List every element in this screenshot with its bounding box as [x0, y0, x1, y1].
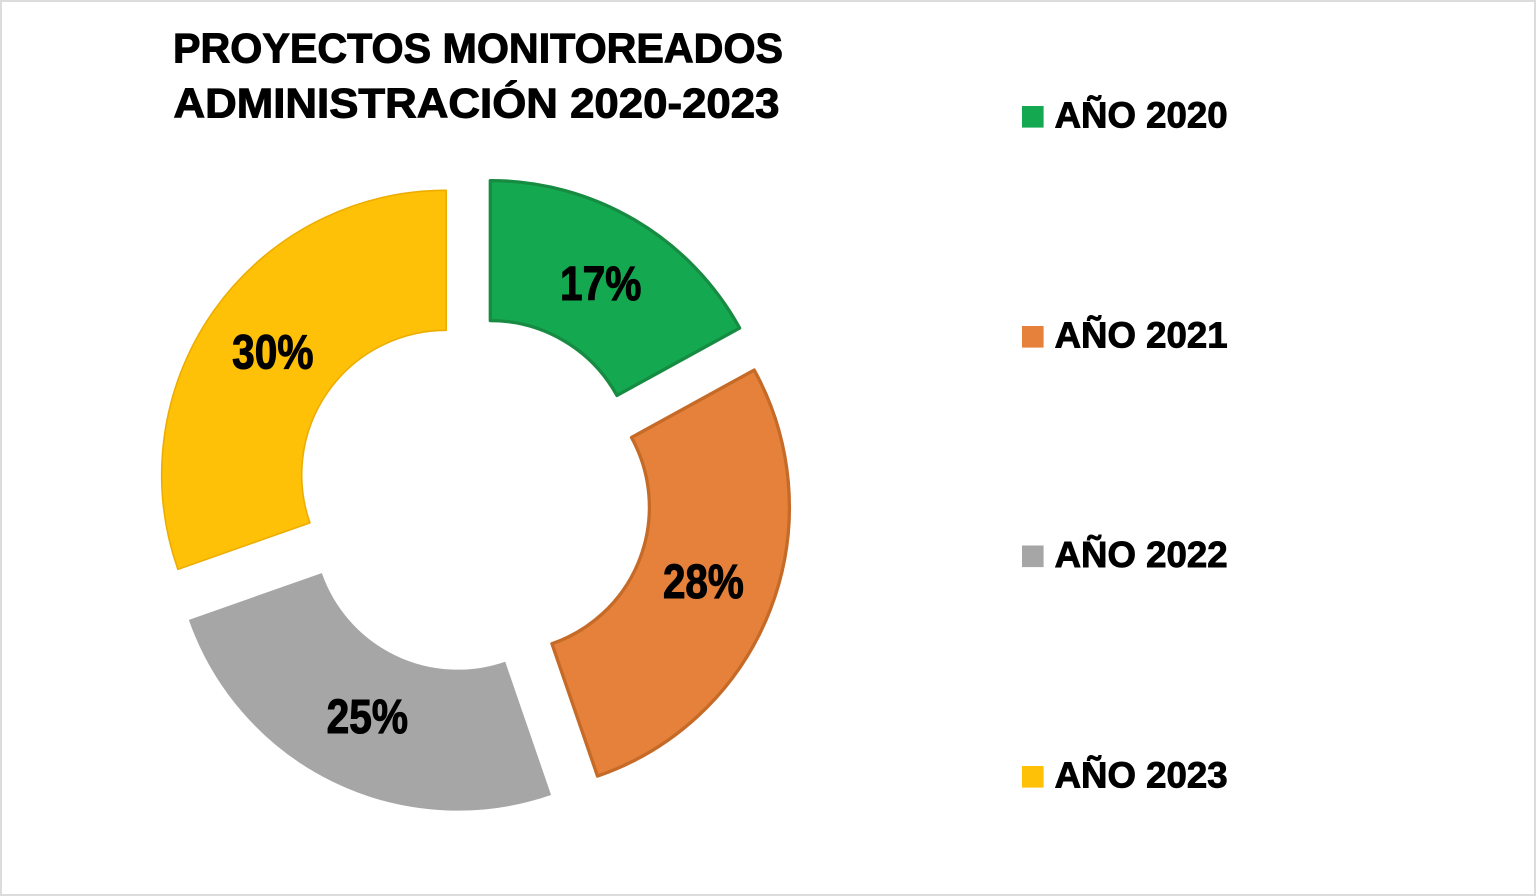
svg-text:AÑO 2020: AÑO 2020: [1055, 93, 1228, 135]
svg-text:25%: 25%: [327, 691, 408, 744]
svg-text:28%: 28%: [663, 556, 744, 609]
svg-text:AÑO 2022: AÑO 2022: [1055, 533, 1228, 575]
svg-text:17%: 17%: [560, 258, 641, 311]
svg-text:ADMINISTRACIÓN 2020-2023: ADMINISTRACIÓN 2020-2023: [174, 78, 780, 126]
svg-text:AÑO 2021: AÑO 2021: [1055, 313, 1228, 355]
svg-text:AÑO 2023: AÑO 2023: [1055, 753, 1228, 795]
svg-text:PROYECTOS MONITOREADOS: PROYECTOS MONITOREADOS: [173, 24, 783, 71]
svg-text:30%: 30%: [232, 326, 313, 379]
